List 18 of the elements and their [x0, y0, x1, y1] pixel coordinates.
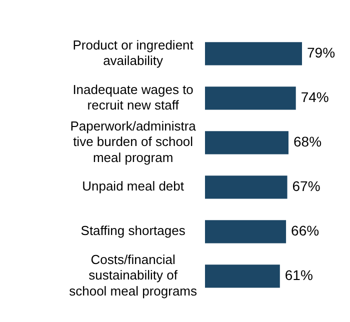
bar [205, 42, 302, 66]
data-label: 79% [307, 44, 336, 61]
data-label: 74% [300, 89, 329, 106]
bar [205, 176, 288, 199]
bar [205, 220, 286, 244]
y-tick-label: Product or ingredient availability [72, 37, 194, 68]
y-tick-label: Costs/financial sustainability of school meal programs [69, 252, 198, 298]
bar [205, 131, 288, 154]
data-label: 66% [291, 222, 320, 239]
y-tick-label: Inadequate wages to recruit new staff [72, 82, 194, 113]
y-tick-label: Unpaid meal debt [82, 178, 184, 194]
data-label: 61% [284, 267, 313, 284]
bar [205, 86, 296, 110]
bar [205, 264, 280, 288]
data-label: 67% [292, 178, 320, 194]
y-tick-label: Staffing shortages [80, 223, 186, 238]
y-tick-label: Paperwork/administrative burden of school meal program [70, 118, 197, 165]
data-label: 68% [293, 134, 322, 150]
